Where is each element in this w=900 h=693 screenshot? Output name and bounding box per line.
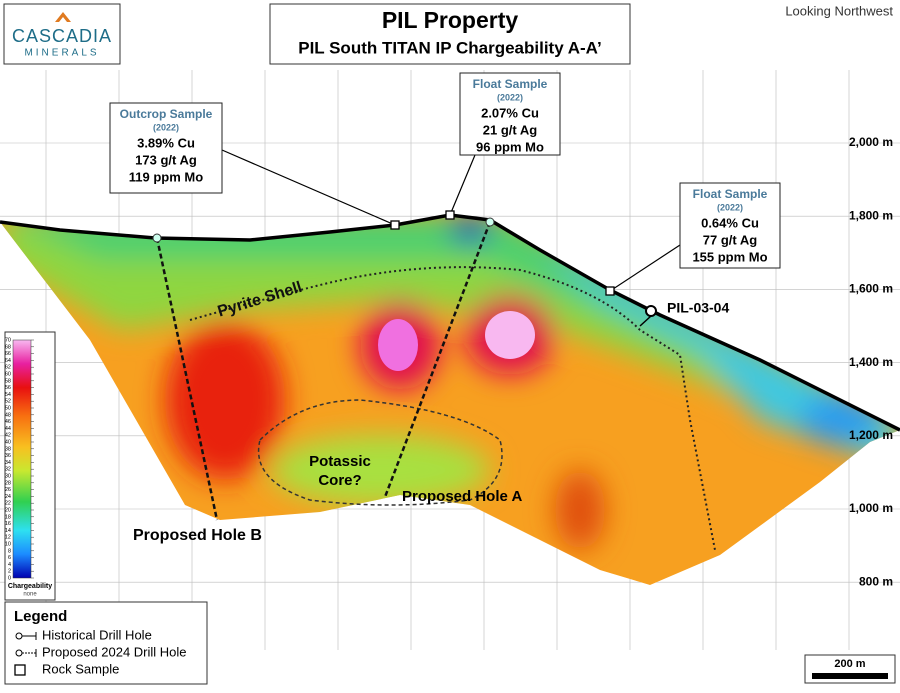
sample-title: Float Sample	[473, 77, 548, 91]
connectors	[221, 149, 681, 292]
colorbar-tick-label: 38	[5, 446, 11, 452]
sample-line: 21 g/t Ag	[483, 122, 537, 137]
sample-box	[109, 102, 223, 194]
sample-title: Outcrop Sample	[120, 107, 213, 121]
logo-name: CASCADIA	[12, 26, 112, 46]
colorbar	[12, 339, 32, 579]
colorbar-tick-label: 68	[5, 344, 11, 350]
elevation-label: 1,200 m	[849, 428, 893, 442]
colorbar-tick-label: 34	[5, 460, 11, 466]
sample-year: (2022)	[153, 122, 179, 132]
sample-year: (2022)	[717, 202, 743, 212]
colorbar-tick-label: 42	[5, 433, 11, 439]
elevation-label: 2,000 m	[849, 135, 893, 149]
colorbar-tick-label: 24	[5, 494, 11, 500]
colorbar-tick-label: 16	[5, 521, 11, 527]
hole-collar	[485, 217, 495, 227]
elevation-label: 1,400 m	[849, 355, 893, 369]
sample-line: 173 g/t Ag	[135, 152, 197, 167]
hole-b-label: Proposed Hole B	[133, 527, 262, 544]
sample-line: 119 ppm Mo	[129, 169, 203, 184]
colorbar-tick-label: 18	[5, 514, 11, 520]
historical-collar	[645, 305, 657, 317]
colorbar-tick-label: 40	[5, 439, 11, 445]
colorbar-tick-label: 8	[8, 548, 11, 554]
colorbar-tick-label: 36	[5, 453, 11, 459]
hole-a-label: Proposed Hole A	[402, 488, 522, 505]
colorbar-label: Chargeability	[8, 583, 52, 590]
pil-label: PIL-03-04	[667, 300, 729, 316]
pyrite-shell-line	[189, 266, 716, 551]
elevation-label: 1,800 m	[849, 208, 893, 222]
colorbar-tick-label: 46	[5, 419, 11, 425]
colorbar-tick-label: 10	[5, 541, 11, 547]
colorbar-unit: none	[23, 592, 37, 598]
sample-line: 77 g/t Ag	[703, 232, 757, 247]
title: PIL Property	[382, 7, 519, 33]
colorbar-tick-label: 22	[5, 501, 11, 507]
view-direction: Looking Northwest	[785, 3, 893, 18]
sample-box	[679, 182, 781, 269]
colorbar-tick-label: 32	[5, 467, 11, 473]
colorbar-tick-label: 20	[5, 507, 11, 513]
legend-item: Rock Sample	[42, 661, 119, 676]
colorbar-tick-label: 52	[5, 399, 11, 405]
sample-title: Float Sample	[693, 187, 768, 201]
sample-line: 3.89% Cu	[137, 135, 195, 150]
colorbar-tick-label: 14	[5, 528, 11, 534]
legend-box	[4, 601, 208, 685]
colorbar-tick-label: 48	[5, 412, 11, 418]
colorbar-tick-label: 0	[8, 575, 11, 581]
colorbar-tick-label: 60	[5, 371, 11, 377]
logo-sub: MINERALS	[24, 48, 99, 59]
colorbar-tick-label: 26	[5, 487, 11, 493]
colorbar-ticks: 0246810121416182022242628303234363840424…	[5, 337, 34, 581]
sample-year: (2022)	[497, 92, 523, 102]
colorbar-tick-label: 56	[5, 385, 11, 391]
colorbar-tick-label: 70	[5, 337, 11, 343]
elevation-label: 1,000 m	[849, 501, 893, 515]
elevation-label: 1,600 m	[849, 282, 893, 296]
sample-box	[459, 72, 561, 156]
legend-item: Historical Drill Hole	[42, 627, 152, 642]
potassic-outline	[257, 399, 503, 506]
colorbar-tick-label: 66	[5, 351, 11, 357]
legend-symbols	[14, 632, 37, 676]
hole-collar	[152, 233, 162, 243]
colorbar-tick-label: 4	[8, 562, 11, 568]
sample-line: 2.07% Cu	[481, 105, 539, 120]
elevation-labels: 2,000 m 1,800 m 1,600 m 1,400 m 1,200 m 1,000…	[849, 135, 893, 588]
colorbar-tick-label: 54	[5, 392, 11, 398]
historical-hole	[639, 315, 652, 327]
sample-line: 96 ppm Mo	[476, 139, 544, 154]
logo-mark	[55, 12, 71, 22]
subtitle: PIL South TITAN IP Chargeability A-A’	[298, 38, 602, 57]
colorbar-tick-label: 12	[5, 535, 11, 541]
colorbar-tick-label: 64	[5, 358, 11, 364]
colorbar-tick-label: 58	[5, 378, 11, 384]
colorbar-tick-label: 28	[5, 480, 11, 486]
rock-samples	[390, 210, 615, 296]
title-box	[269, 3, 631, 65]
legend-item: Proposed 2024 Drill Hole	[42, 644, 187, 659]
sample-line: 0.64% Cu	[701, 215, 759, 230]
colorbar-tick-label: 62	[5, 365, 11, 371]
colorbar-tick-label: 30	[5, 473, 11, 479]
scale-label: 200 m	[834, 658, 865, 670]
colorbar-tick-label: 44	[5, 426, 11, 432]
colorbar-tick-label: 6	[8, 555, 11, 561]
sample-line: 155 ppm Mo	[692, 249, 767, 264]
elevation-label: 800 m	[859, 574, 893, 588]
colorbar-tick-label: 2	[8, 569, 11, 575]
potassic-label: Core?	[318, 472, 361, 489]
hole-b	[155, 237, 219, 521]
hole-a	[383, 221, 492, 498]
potassic-label: Potassic	[309, 453, 371, 470]
scale-bar	[812, 673, 888, 679]
legend-title: Legend	[14, 608, 67, 625]
colorbar-tick-label: 50	[5, 405, 11, 411]
